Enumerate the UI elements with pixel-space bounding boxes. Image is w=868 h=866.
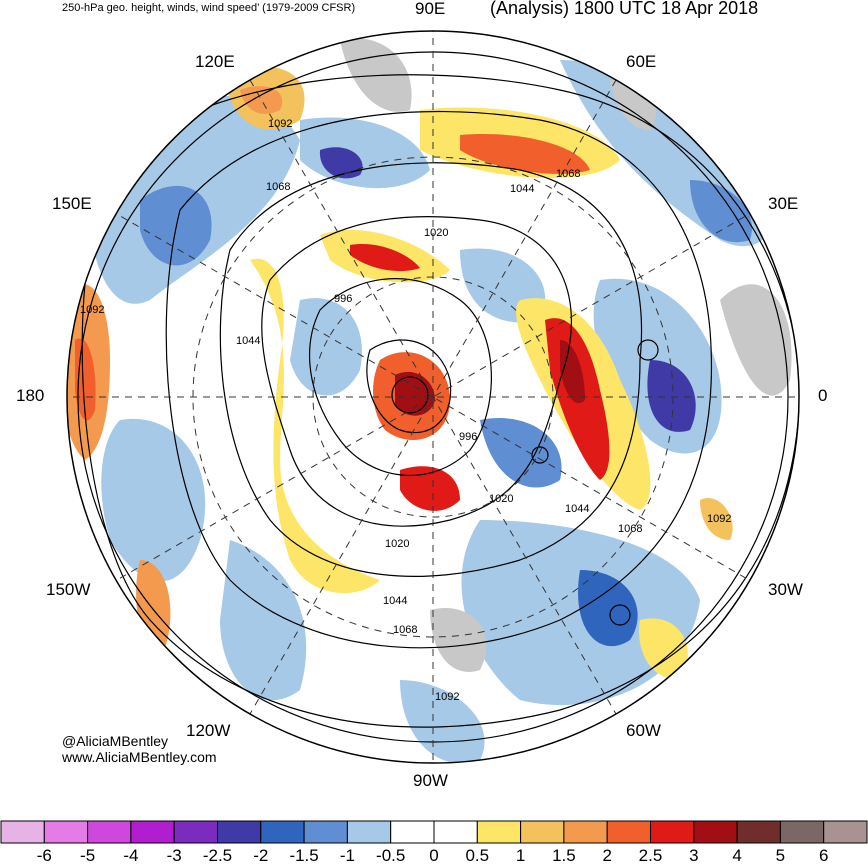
- colorbar-label: -5: [80, 846, 96, 865]
- map-boundary: [66, 30, 800, 764]
- colorbar-swatch: [87, 820, 132, 844]
- colorbar-swatch: [217, 820, 262, 844]
- author-website: www.AliciaMBentley.com: [62, 749, 217, 765]
- colorbar-label: -1.5: [289, 846, 319, 865]
- lon-label-lower-left: 120W: [186, 721, 231, 740]
- colorbar-label: 4: [732, 846, 742, 865]
- lon-label-lower-right: 60W: [626, 721, 661, 740]
- colorbar-swatch: [823, 820, 868, 844]
- contour-labels: 1092 1068 1044 1020 996 996 1020 1044 10…: [80, 118, 731, 703]
- contour-label: 1020: [489, 493, 513, 505]
- colorbar-swatch: [520, 820, 565, 844]
- contour-label: 996: [459, 431, 477, 443]
- contour-label: 1020: [424, 227, 448, 239]
- colorbar-label: 0: [429, 846, 439, 865]
- colorbar-label: 5: [775, 846, 786, 865]
- lon-label-bottom: 90W: [413, 771, 448, 790]
- colorbar-label: 2.5: [638, 846, 663, 865]
- colorbar-swatch: [0, 820, 45, 844]
- contour-label: 1092: [707, 513, 731, 525]
- colorbar-swatch: [260, 820, 305, 844]
- colorbar-swatch: [173, 820, 218, 844]
- contour-label: 1092: [80, 304, 104, 316]
- colorbar-swatch: [390, 820, 435, 844]
- colorbar-swatch: [563, 820, 608, 844]
- colorbar-swatch: [476, 820, 522, 844]
- contour-label: 1068: [266, 181, 290, 193]
- contour-label: 1092: [268, 118, 292, 130]
- lon-label-left-lower: 150W: [46, 580, 91, 599]
- colorbar-swatch: [433, 820, 478, 844]
- lon-label-top: 90E: [415, 0, 446, 18]
- contour-label: 1068: [393, 624, 417, 636]
- contour-label: 1044: [383, 595, 407, 607]
- lon-label-upper-left: 120E: [195, 52, 235, 71]
- colorbar-swatch: [303, 820, 348, 844]
- colorbar-swatch: [650, 820, 695, 844]
- colorbar-swatch: [43, 820, 89, 844]
- colorbar-label: 3: [689, 846, 699, 865]
- colorbar-label: 0.5: [465, 846, 490, 865]
- colorbar-swatch: [693, 820, 738, 844]
- graticule: [67, 31, 799, 763]
- colorbar-label: 1: [515, 846, 526, 865]
- colorbar-swatch: [736, 820, 781, 844]
- lon-label-upper-right: 60E: [626, 52, 657, 71]
- colorbar-label: -2.5: [202, 846, 233, 865]
- colorbar-label: 2: [602, 846, 612, 865]
- colorbar-label: -0.5: [376, 846, 406, 865]
- colorbar: [0, 820, 868, 844]
- author-handle: @AliciaMBentley: [62, 733, 169, 749]
- lon-label-right-lower: 30W: [768, 580, 803, 599]
- lon-label-right-upper: 30E: [768, 194, 799, 213]
- colorbar-label: -4: [123, 846, 139, 865]
- colorbar-label: -6: [36, 846, 52, 865]
- negative-anomaly-fields: [88, 60, 777, 763]
- colorbar-label: 1.5: [552, 846, 576, 865]
- contour-label: 1044: [565, 503, 589, 515]
- lon-label-right: 0: [818, 386, 828, 405]
- contour-label: 1044: [236, 335, 260, 347]
- contour-label: 1068: [618, 523, 642, 535]
- map-title: 250-hPa geo. height, winds, wind speed’ …: [62, 2, 356, 14]
- colorbar-label: -1: [339, 846, 355, 865]
- lon-label-left: 180: [16, 386, 45, 405]
- colorbar-labels: -6 -5 -4 -3 -2.5 -2 -1.5 -1 -0.5 0 0.5 1 1.5 2 2.5 3 4 5 6: [0, 846, 868, 865]
- lon-label-left-upper: 150E: [52, 194, 92, 213]
- colorbar-swatch: [130, 820, 175, 844]
- contour-label: 1044: [510, 183, 534, 195]
- colorbar-swatch: [346, 820, 392, 844]
- map-disk: [67, 31, 799, 763]
- contour-label: 1068: [556, 168, 580, 180]
- polar-map: 1092 1068 1044 1020 996 996 1020 1044 10…: [66, 30, 800, 764]
- colorbar-label: -3: [166, 846, 182, 865]
- colorbar-swatch: [779, 820, 825, 844]
- contour-label: 1020: [385, 538, 409, 550]
- valid-time-label: (Analysis) 1800 UTC 18 Apr 2018: [490, 0, 759, 18]
- colorbar-swatch: [606, 820, 652, 844]
- colorbar-label: 6: [818, 846, 829, 865]
- contour-label: 996: [334, 293, 352, 305]
- contour-label: 1092: [435, 691, 459, 703]
- colorbar-label: -2: [253, 846, 269, 865]
